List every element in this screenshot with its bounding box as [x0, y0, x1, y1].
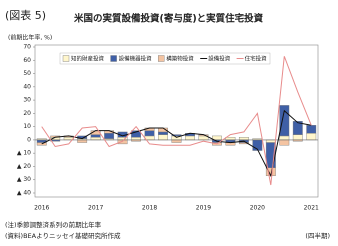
x-tick-label: 2016 [34, 205, 49, 212]
bar [292, 121, 303, 135]
note: (注)季節調整済系列の前期比年率 [5, 220, 102, 229]
y-tick-label: 30 [23, 97, 31, 104]
bar [238, 142, 249, 145]
legend-label: 設備機器投資 [119, 55, 153, 63]
x-tick-label: 2017 [88, 205, 103, 212]
x-unit: (四半期) [305, 231, 330, 240]
legend-swatch [62, 55, 70, 62]
y-axis-label: (前期比年率, %) [8, 34, 52, 42]
bar [265, 139, 276, 143]
y-tick-label: ▲ 10 [17, 150, 31, 157]
bar [104, 133, 115, 139]
y-tick-label: 50 [23, 70, 31, 77]
y-tick-label: ▲ 30 [17, 176, 31, 183]
bar [158, 134, 168, 141]
legend-box [59, 52, 271, 65]
legend-swatch [110, 55, 117, 62]
bar [77, 139, 88, 143]
legend-label: 住宅投資 [245, 55, 268, 63]
figure-label: (図表 5) [5, 8, 46, 22]
x-tick-label: 2019 [196, 205, 211, 212]
bar [279, 135, 290, 141]
bar [185, 135, 195, 141]
y-tick-label: 0 [27, 136, 31, 143]
y-tick-label: 60 [23, 57, 31, 64]
legend-label: 設備投資 [208, 55, 231, 63]
y-tick-label: ▲ 40 [17, 190, 31, 197]
legend-label: 構築物投資 [166, 55, 194, 63]
x-tick-label: 2018 [142, 205, 157, 212]
plot-frame [34, 44, 319, 198]
x-tick-label: 2021 [304, 205, 319, 212]
bar [292, 134, 303, 141]
bar [144, 130, 155, 137]
bar [306, 133, 317, 141]
bar [279, 105, 290, 137]
y-tick-label: 40 [23, 83, 31, 90]
bar [171, 139, 182, 143]
y-tick-label: ▲ 20 [17, 163, 31, 170]
legend-label: 知的財産投資 [71, 55, 105, 63]
bar [279, 139, 290, 146]
bar [158, 131, 168, 135]
bar [131, 130, 141, 138]
y-tick-label: 10 [23, 123, 31, 130]
line [41, 56, 312, 186]
bar [90, 134, 101, 138]
y-tick-label: 20 [23, 110, 31, 117]
chart-title: 米国の実質設備投資(寄与度)と実質住宅投資 [73, 13, 264, 25]
legend-swatch [157, 55, 165, 62]
bar [131, 137, 141, 141]
bar [306, 125, 317, 134]
bar [225, 137, 236, 141]
bar [238, 137, 249, 141]
x-tick-label: 2020 [250, 205, 265, 212]
bar [171, 134, 182, 137]
bar [90, 137, 101, 141]
y-tick-label: 70 [23, 44, 31, 51]
line [41, 109, 312, 178]
note: (資料)BEAよりニッセイ基礎研究所作成 [5, 231, 121, 240]
